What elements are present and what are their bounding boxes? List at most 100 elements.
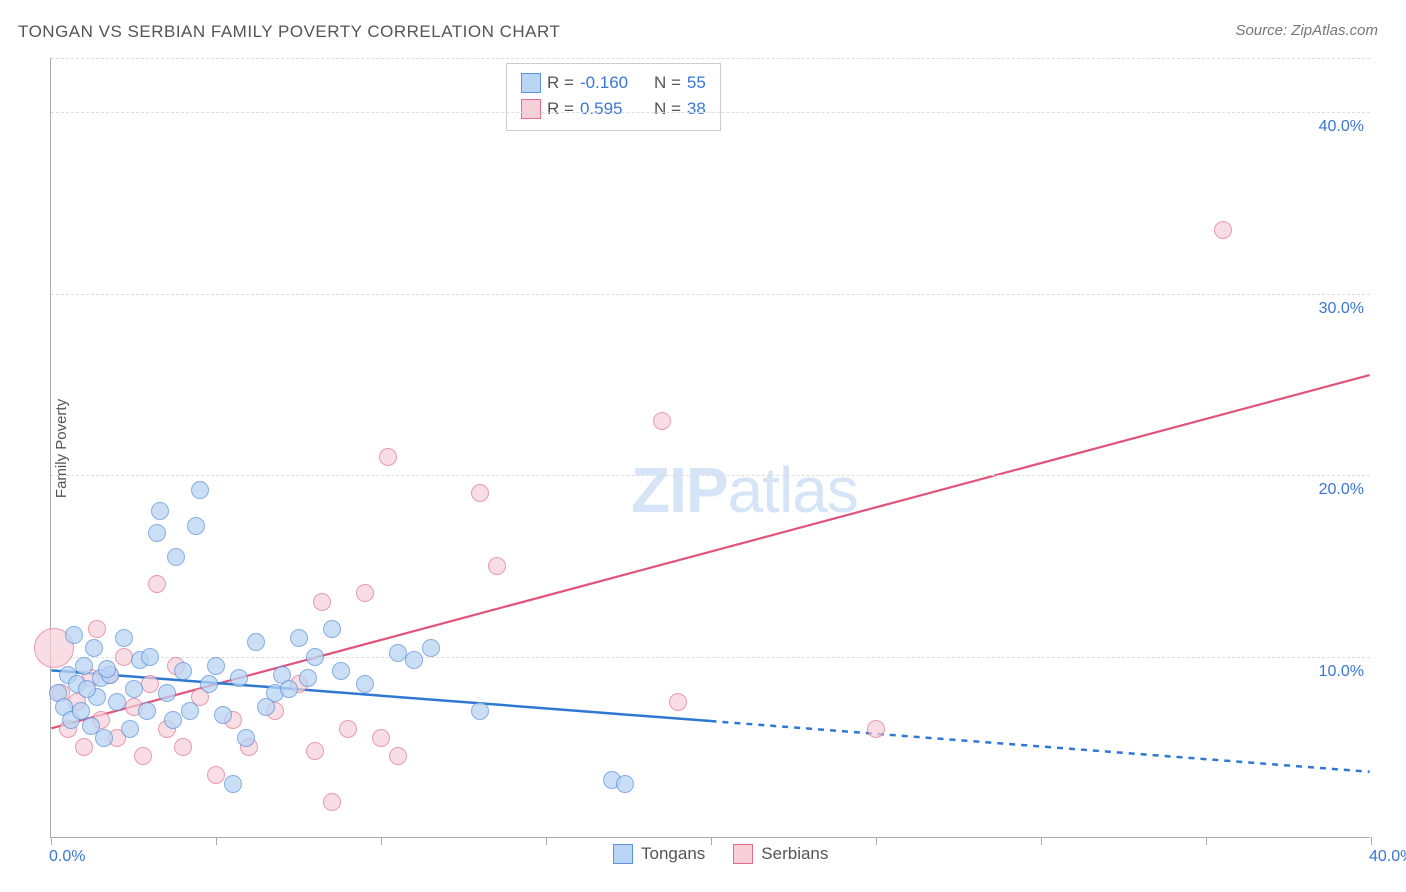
data-point-serbians [653,412,671,430]
y-tick-label: 30.0% [1319,300,1364,318]
legend-item-tongans: Tongans [613,844,705,864]
data-point-serbians [115,648,133,666]
data-point-tongans [356,675,374,693]
data-point-serbians [88,620,106,638]
data-point-tongans [85,639,103,657]
series-legend: Tongans Serbians [613,844,828,864]
gridline [51,58,1370,59]
data-point-tongans [200,675,218,693]
y-tick-label: 40.0% [1319,118,1364,136]
x-tick [1041,837,1042,845]
data-point-tongans [151,502,169,520]
legend-label-tongans: Tongans [641,844,705,864]
x-tick [876,837,877,845]
x-tick [1371,837,1372,845]
watermark: ZIPatlas [631,453,858,527]
data-point-serbians [207,766,225,784]
gridline [51,294,1370,295]
data-point-serbians [339,720,357,738]
data-point-tongans [323,620,341,638]
r-label-serbians: R = [547,96,574,122]
data-point-tongans [167,548,185,566]
data-point-tongans [214,706,232,724]
x-tick [216,837,217,845]
data-point-tongans [191,481,209,499]
data-point-tongans [299,669,317,687]
data-point-serbians [372,729,390,747]
x-tick [1206,837,1207,845]
data-point-serbians [148,575,166,593]
n-label-tongans: N = [654,70,681,96]
watermark-rest: atlas [728,454,858,526]
data-point-tongans [75,657,93,675]
data-point-tongans [141,648,159,666]
data-point-tongans [306,648,324,666]
swatch-tongans [521,73,541,93]
plot-area: ZIPatlas R = -0.160 N = 55 R = 0.595 N =… [50,58,1370,838]
data-point-tongans [280,680,298,698]
data-point-tongans [138,702,156,720]
x-tick [51,837,52,845]
data-point-tongans [332,662,350,680]
data-point-tongans [174,662,192,680]
watermark-zip: ZIP [631,454,728,526]
data-point-tongans [290,629,308,647]
data-point-tongans [65,626,83,644]
r-label-tongans: R = [547,70,574,96]
data-point-tongans [207,657,225,675]
chart-title: TONGAN VS SERBIAN FAMILY POVERTY CORRELA… [18,22,560,42]
data-point-tongans [389,644,407,662]
r-value-serbians: 0.595 [580,96,638,122]
n-value-serbians: 38 [687,96,706,122]
data-point-tongans [115,629,133,647]
data-point-tongans [148,524,166,542]
gridline [51,112,1370,113]
legend-label-serbians: Serbians [761,844,828,864]
data-point-tongans [616,775,634,793]
x-tick [381,837,382,845]
data-point-tongans [78,680,96,698]
legend-row-serbians: R = 0.595 N = 38 [521,96,706,122]
data-point-serbians [306,742,324,760]
data-point-tongans [158,684,176,702]
source-text: Source: ZipAtlas.com [1235,22,1378,39]
data-point-serbians [174,738,192,756]
stats-legend: R = -0.160 N = 55 R = 0.595 N = 38 [506,63,721,131]
trend-lines [51,58,1370,837]
data-point-tongans [121,720,139,738]
data-point-tongans [98,660,116,678]
data-point-serbians [379,448,397,466]
swatch-serbians-bottom [733,844,753,864]
data-point-tongans [108,693,126,711]
data-point-serbians [488,557,506,575]
x-tick-label: 0.0% [49,848,85,866]
data-point-tongans [125,680,143,698]
data-point-tongans [405,651,423,669]
data-point-tongans [422,639,440,657]
r-value-tongans: -0.160 [580,70,638,96]
data-point-serbians [471,484,489,502]
data-point-serbians [313,593,331,611]
data-point-serbians [134,747,152,765]
data-point-serbians [389,747,407,765]
data-point-tongans [230,669,248,687]
n-value-tongans: 55 [687,70,706,96]
y-tick-label: 10.0% [1319,663,1364,681]
swatch-tongans-bottom [613,844,633,864]
legend-row-tongans: R = -0.160 N = 55 [521,70,706,96]
y-tick-label: 20.0% [1319,481,1364,499]
data-point-tongans [164,711,182,729]
data-point-tongans [247,633,265,651]
data-point-serbians [75,738,93,756]
data-point-tongans [237,729,255,747]
data-point-serbians [669,693,687,711]
data-point-serbians [867,720,885,738]
gridline [51,475,1370,476]
swatch-serbians [521,99,541,119]
data-point-tongans [95,729,113,747]
x-tick [546,837,547,845]
data-point-serbians [1214,221,1232,239]
legend-item-serbians: Serbians [733,844,828,864]
data-point-serbians [323,793,341,811]
data-point-serbians [356,584,374,602]
